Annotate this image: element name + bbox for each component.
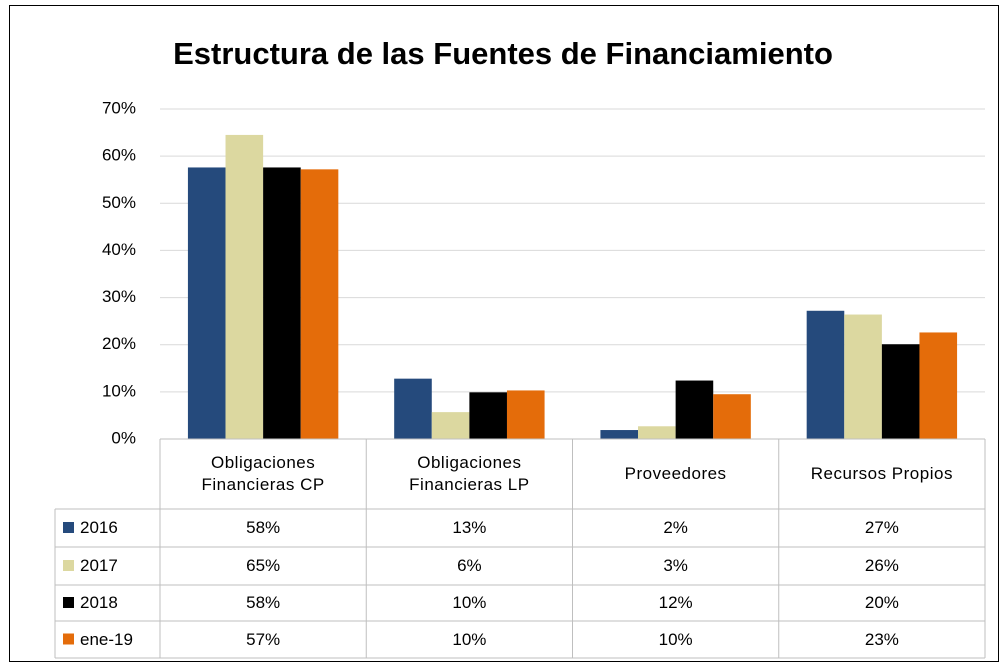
bar <box>919 332 958 439</box>
table-value: 12% <box>658 593 693 612</box>
x-tick-label: Obligaciones Financieras LP <box>409 453 530 494</box>
y-tick-label: 70% <box>102 98 136 117</box>
y-tick-label: 60% <box>102 146 136 165</box>
chart-title: Estructura de las Fuentes de Financiamie… <box>173 36 833 71</box>
bar <box>263 167 301 439</box>
y-tick-label: 40% <box>102 240 136 259</box>
bar <box>506 390 545 439</box>
legend-key <box>63 633 74 645</box>
bar <box>713 394 751 439</box>
bar <box>844 314 882 439</box>
x-tick-label: Proveedores <box>624 464 727 483</box>
legend-label: 2016 <box>80 518 118 537</box>
legend-label: ene-19 <box>80 629 133 649</box>
y-tick-label: 20% <box>102 334 136 353</box>
table-value: 57% <box>246 629 281 649</box>
bar <box>469 392 507 439</box>
table-value: 13% <box>452 518 487 537</box>
legend-label: 2018 <box>80 593 118 612</box>
bar <box>881 344 920 439</box>
table-value: 58% <box>246 593 281 612</box>
table-value: 58% <box>246 518 281 537</box>
table-value: 20% <box>864 593 899 612</box>
bar <box>394 378 432 439</box>
table-value: 6% <box>457 556 482 575</box>
y-tick-label: 50% <box>102 193 136 212</box>
legend-label: 2017 <box>80 556 118 575</box>
table-value: 2% <box>663 518 688 537</box>
bar <box>187 167 226 439</box>
bar <box>600 430 639 439</box>
bar <box>675 380 714 439</box>
table-value: 27% <box>864 518 899 537</box>
bar <box>638 426 676 439</box>
y-tick-label: 0% <box>111 428 136 447</box>
bar <box>225 134 264 439</box>
table-value: 10% <box>452 629 487 649</box>
table-value: 26% <box>864 556 899 575</box>
legend-key <box>63 560 74 571</box>
table-value: 10% <box>452 593 487 612</box>
y-tick-label: 30% <box>102 287 136 306</box>
legend-key <box>63 522 74 533</box>
table-value: 65% <box>246 556 281 575</box>
bar <box>300 169 339 440</box>
x-tick-label: Obligaciones Financieras CP <box>201 453 325 494</box>
x-tick-label: Recursos Propios <box>810 464 953 483</box>
bar <box>806 310 845 439</box>
bar <box>431 412 470 439</box>
y-tick-label: 10% <box>102 381 136 400</box>
table-value: 3% <box>663 556 688 575</box>
table-value: 23% <box>864 629 899 649</box>
table-value: 10% <box>658 629 693 649</box>
legend-key <box>63 597 74 608</box>
